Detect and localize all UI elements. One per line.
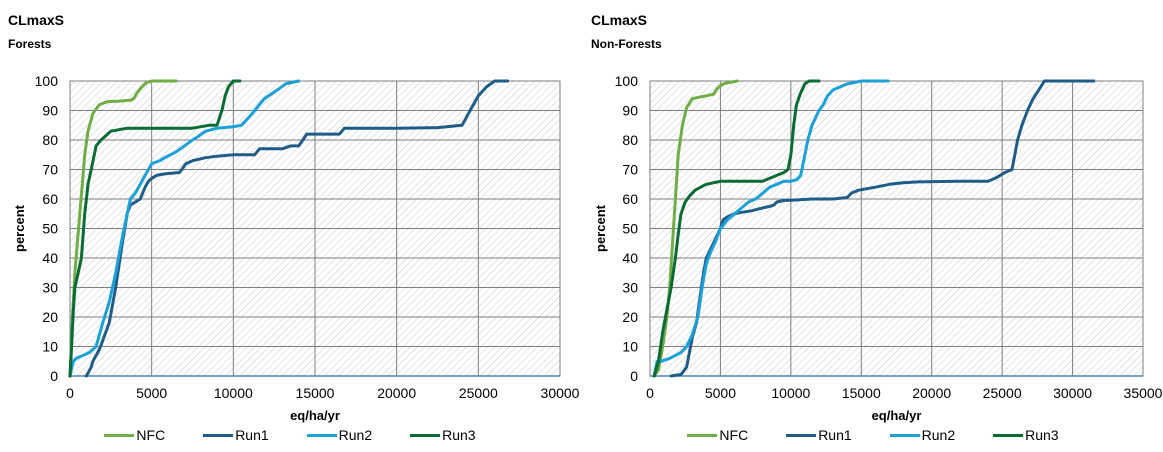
y-tick-label: 60 [42,191,58,207]
y-axis-label: percent [12,204,27,252]
legend-swatch [687,433,718,437]
legend-label: Run2 [921,427,956,443]
y-tick-label: 90 [622,103,638,119]
y-tick-label: 80 [622,132,638,148]
x-axis-label: eq/ha/yr [290,408,340,423]
x-tick-label: 20000 [912,385,951,401]
legend-swatch [203,433,234,437]
legend-label: Run1 [235,427,269,443]
legend-swatch [410,433,441,437]
y-tick-label: 100 [35,73,59,89]
y-tick-label: 70 [42,162,58,178]
chart-panel-non-forests: CLmaxS Non-Forests 0 10 20 30 40 50 60 70 80 90 10… [583,0,1163,452]
series-line-run2 [68,79,301,378]
x-tick-label: 15000 [296,385,335,401]
y-tick-label: 20 [622,309,638,325]
legend-swatch [889,433,920,437]
legend-swatch [786,433,817,437]
legend-label: Run1 [818,427,852,443]
legend-swatch [306,433,337,437]
x-tick-label: 30000 [1053,385,1092,401]
y-tick-label: 40 [42,250,58,266]
legend-item-run3: Run3 [410,427,476,443]
chart-panel-forests: CLmaxS Forests 0 10 20 30 40 50 60 70 80 90 100 0 50… [0,0,580,452]
series-line-nfc [68,79,178,378]
x-tick-label: 0 [66,385,74,401]
y-tick-label: 0 [630,368,638,384]
legend-item-run1: Run1 [786,427,852,443]
chart-title: CLmaxS [8,12,65,28]
y-tick-label: 20 [42,309,58,325]
x-tick-label: 30000 [541,385,580,401]
legend-label: Run3 [442,427,476,443]
y-tick-label: 30 [42,280,58,296]
legend-item-nfc: NFC [104,427,165,443]
y-tick-label: 40 [622,250,638,266]
x-tick-label: 10000 [214,385,253,401]
y-tick-label: 50 [42,221,58,237]
x-tick-label: 25000 [983,385,1022,401]
x-tick-label: 20000 [377,385,416,401]
legend-label: Run3 [1025,427,1059,443]
chart-non-forests: 0 10 20 30 40 50 60 70 80 90 100 0 5000 10000 15000 200… [593,73,1163,423]
chart-subtitle: Forests [8,37,52,51]
legend-label: NFC [719,427,749,443]
series-line-run3 [68,79,242,378]
y-tick-label: 10 [42,339,58,355]
legend-item-run2: Run2 [306,427,373,443]
legend-item-run3: Run3 [993,427,1059,443]
x-axis-label: eq/ha/yr [872,408,922,423]
x-tick-label: 5000 [705,385,736,401]
x-tick-label: 5000 [136,385,167,401]
legend-label: Run2 [338,427,373,443]
y-tick-label: 70 [622,162,638,178]
series-line-run3 [652,79,821,378]
y-tick-label: 10 [622,339,638,355]
y-tick-label: 80 [42,132,58,148]
y-tick-label: 50 [622,221,638,237]
legend-item-nfc: NFC [687,427,748,443]
legend-label: NFC [136,427,166,443]
y-tick-label: 60 [622,191,638,207]
x-tick-label: 35000 [1124,385,1163,401]
y-axis-label: percent [593,204,608,252]
series-line-run1 [84,79,510,378]
chart-title: CLmaxS [591,12,648,28]
legend-swatch [993,433,1024,437]
legend-swatch [104,433,135,437]
chart-forests: 0 10 20 30 40 50 60 70 80 90 100 0 5000 10000 15000 200… [12,73,580,423]
x-tick-label: 0 [646,385,654,401]
legend-item-run2: Run2 [889,427,956,443]
chart-legend: NFC Run1 Run2 Run3 [0,427,580,443]
x-tick-label: 25000 [459,385,498,401]
series-line-run2 [652,79,890,378]
x-tick-label: 15000 [842,385,881,401]
y-tick-label: 0 [50,368,58,384]
chart-subtitle: Non-Forests [591,37,662,51]
y-tick-label: 90 [42,103,58,119]
legend-item-run1: Run1 [203,427,269,443]
chart-legend: NFC Run1 Run2 Run3 [583,427,1163,443]
x-tick-label: 10000 [771,385,810,401]
y-tick-label: 100 [615,73,639,89]
y-tick-label: 30 [622,280,638,296]
